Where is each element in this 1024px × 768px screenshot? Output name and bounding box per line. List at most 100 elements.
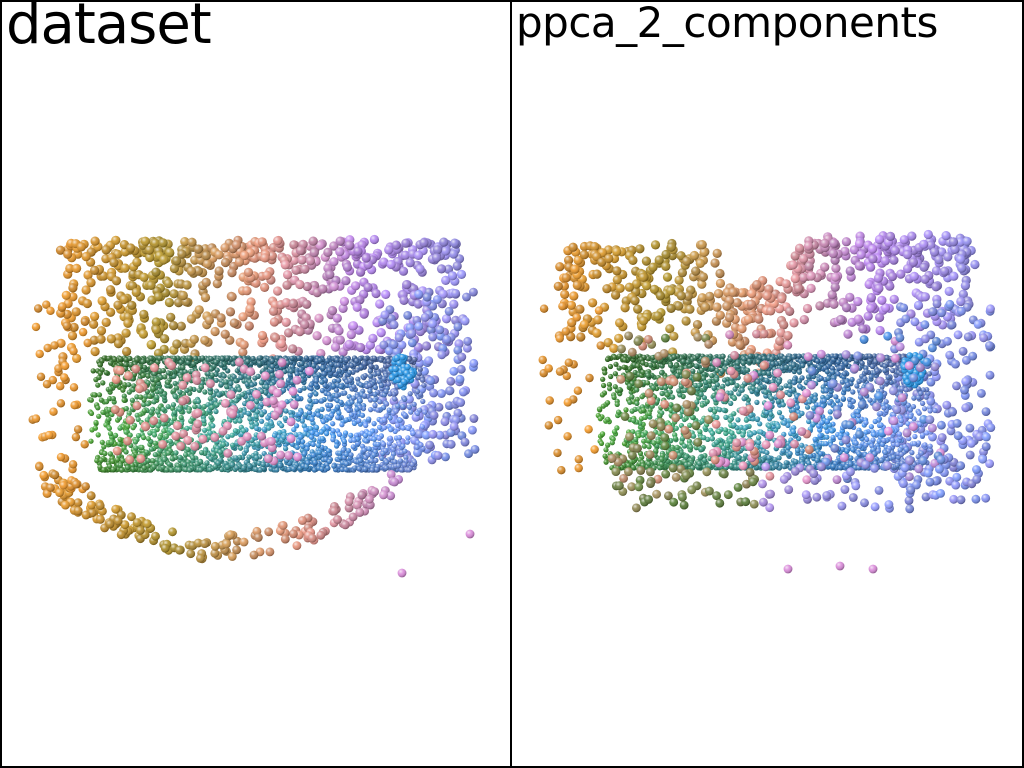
tube-point-highlight [336, 431, 343, 437]
data-point-highlight [443, 264, 454, 274]
data-point-highlight [318, 284, 328, 294]
data-point-highlight [210, 326, 220, 337]
tube-point-highlight [213, 408, 219, 415]
tube-point-highlight [158, 388, 164, 394]
tube-point-highlight [99, 439, 105, 445]
data-point-highlight [67, 331, 78, 341]
data-point-highlight [189, 334, 199, 344]
data-point-highlight [428, 332, 438, 342]
tube-point-highlight [101, 444, 107, 450]
data-point-highlight [271, 333, 281, 343]
data-point-highlight [415, 264, 425, 274]
data-point-highlight [444, 306, 454, 316]
data-point-highlight [302, 299, 312, 309]
tube-point-highlight [304, 446, 310, 452]
tube-point-highlight [259, 411, 265, 417]
data-point-highlight [369, 234, 379, 245]
data-point-highlight [200, 292, 211, 303]
data-point-highlight [314, 313, 324, 323]
tube-point-highlight [405, 425, 411, 431]
tube-point-highlight [377, 424, 383, 430]
data-point-highlight [96, 334, 106, 344]
data-point-highlight [381, 289, 391, 299]
tube-point-highlight [126, 389, 132, 395]
tube-point-highlight [237, 418, 243, 424]
data-point-highlight [89, 319, 99, 329]
tube-point-highlight [404, 439, 410, 445]
data-point-highlight [225, 307, 236, 317]
data-point-highlight [194, 305, 204, 315]
data-point-highlight [169, 263, 179, 274]
data-point-highlight [356, 342, 366, 353]
data-point-highlight [262, 270, 272, 280]
data-point-highlight [449, 366, 459, 376]
data-point-highlight [469, 358, 479, 368]
data-point-highlight [414, 289, 424, 299]
data-point-highlight [329, 282, 339, 292]
data-point-highlight [106, 307, 116, 317]
data-point-highlight [276, 339, 286, 349]
tube-point-highlight [88, 397, 94, 403]
data-point-highlight [160, 334, 170, 344]
data-point-highlight [450, 238, 460, 248]
data-point-highlight [436, 264, 447, 274]
tube-point-highlight [208, 456, 214, 462]
data-point-highlight [289, 240, 299, 250]
data-point-highlight [325, 270, 335, 280]
data-point-highlight [281, 317, 291, 327]
data-point-highlight [368, 333, 378, 343]
data-point-highlight [302, 281, 312, 292]
data-point-highlight [389, 320, 399, 330]
data-point-highlight [202, 259, 213, 269]
tube-point-highlight [177, 454, 183, 460]
data-point-highlight [391, 240, 401, 250]
data-point-highlight [356, 267, 366, 277]
tube-point-highlight [107, 431, 114, 437]
data-point-highlight [238, 312, 248, 322]
data-point-highlight [138, 329, 148, 339]
point-cloud-render[interactable] [2, 2, 510, 766]
data-point-highlight [332, 313, 342, 323]
data-point-highlight [371, 288, 381, 299]
tube-point-highlight [139, 444, 145, 450]
data-point-highlight [469, 414, 479, 423]
data-point-highlight [169, 289, 179, 299]
tube-point-highlight [95, 432, 101, 438]
tube-point-highlight [163, 433, 169, 439]
data-point-highlight [439, 237, 449, 247]
tube-point-highlight [96, 392, 103, 398]
data-point-highlight [119, 294, 129, 305]
tube-point-highlight [395, 422, 401, 428]
data-point-highlight [363, 282, 373, 292]
data-point-highlight [339, 296, 349, 306]
data-point-highlight [145, 252, 155, 263]
data-point-highlight [289, 255, 299, 265]
data-point-highlight [139, 272, 149, 282]
tube-point-highlight [110, 458, 116, 464]
dataset-viewport[interactable]: dataset [0, 0, 512, 768]
data-point-highlight [295, 245, 306, 256]
data-point-highlight [186, 314, 196, 324]
tube-point-highlight [221, 373, 227, 379]
tube-point-highlight [410, 430, 416, 436]
data-point-highlight [420, 313, 430, 322]
data-point-highlight [426, 376, 436, 386]
tube-point-highlight [233, 398, 239, 404]
tube-point-highlight [138, 394, 144, 400]
data-point-highlight [309, 248, 319, 258]
data-point-highlight [295, 327, 305, 337]
data-point-highlight [229, 318, 239, 328]
data-point-highlight [113, 300, 123, 310]
panel-title: dataset [6, 0, 212, 57]
data-point-highlight [68, 283, 78, 293]
data-point-highlight [342, 262, 352, 272]
data-point-highlight [402, 280, 412, 290]
data-point-highlight [122, 346, 132, 357]
data-point-highlight [165, 247, 175, 258]
data-point-highlight [428, 429, 438, 439]
data-point-highlight [193, 244, 203, 254]
tube-point-highlight [119, 467, 125, 473]
tube-point-highlight [358, 382, 364, 388]
tube-point-highlight [100, 409, 106, 415]
